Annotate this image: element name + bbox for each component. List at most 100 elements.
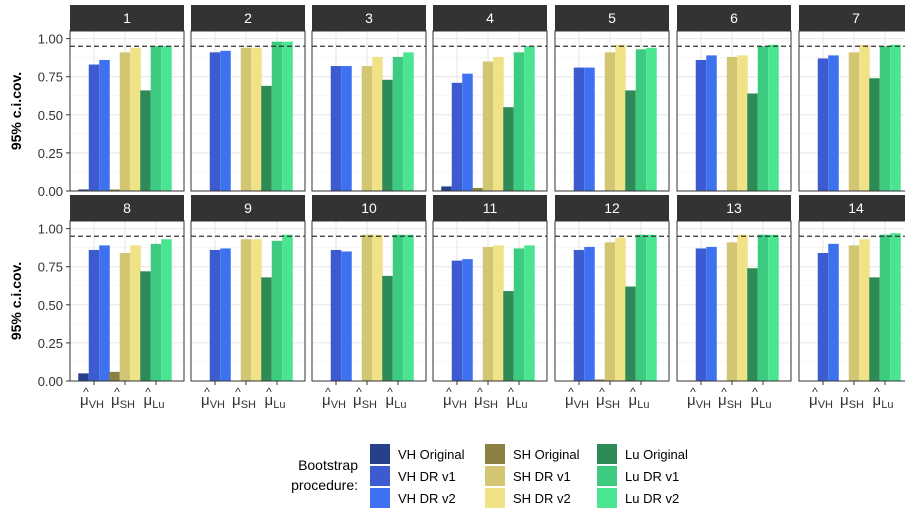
legend-label: Lu DR v1 <box>625 469 679 484</box>
bar-sh-dr-v2 <box>493 245 504 381</box>
bar-vh-dr-v2 <box>220 248 231 381</box>
legend-label: VH Original <box>398 447 465 462</box>
bar-vh-dr-v2 <box>706 246 717 381</box>
hat-accent: ^ <box>508 385 514 399</box>
y-tick-label: 1.00 <box>38 222 63 237</box>
hat-accent: ^ <box>114 385 120 399</box>
bar-vh-dr-v1 <box>573 249 585 381</box>
bar-lu-dr-v1 <box>879 46 891 191</box>
bar-lu-dr-v2 <box>282 234 293 381</box>
bar-lu-dr-v2 <box>403 52 414 192</box>
panel-label: 4 <box>486 10 494 26</box>
hat-accent: ^ <box>235 385 241 399</box>
bar-vh-dr-v2 <box>462 259 473 381</box>
hat-accent: ^ <box>204 385 210 399</box>
legend-label: SH DR v1 <box>513 469 571 484</box>
hat-accent: ^ <box>446 385 452 399</box>
bar-sh-dr-v1 <box>240 47 252 192</box>
bar-sh-dr-v1 <box>482 61 494 191</box>
bar-vh-dr-v2 <box>828 243 839 381</box>
x-tick-label: μLu <box>873 392 894 411</box>
bar-lu-original <box>140 90 151 191</box>
legend-swatch <box>597 488 617 508</box>
hat-accent: ^ <box>325 385 331 399</box>
x-tick-label: μVH <box>687 392 711 411</box>
bar-vh-dr-v2 <box>220 50 231 191</box>
hat-accent: ^ <box>721 385 727 399</box>
bar-sh-dr-v2 <box>615 44 626 191</box>
panel-label: 14 <box>848 200 864 216</box>
bar-sh-dr-v1 <box>848 245 860 381</box>
x-tick-label: μVH <box>80 392 104 411</box>
bar-lu-original <box>869 277 880 381</box>
bar-lu-dr-v1 <box>392 56 404 192</box>
bar-vh-dr-v1 <box>451 260 463 381</box>
y-tick-label: 0.50 <box>38 108 63 123</box>
bar-lu-original <box>747 93 758 191</box>
bar-lu-dr-v2 <box>890 233 901 381</box>
bar-sh-dr-v2 <box>130 245 141 381</box>
y-axis-title: 95% c.i.cov. <box>8 72 24 150</box>
x-tick-label: μVH <box>443 392 467 411</box>
bar-sh-dr-v1 <box>240 239 252 381</box>
y-tick-label: 0.75 <box>38 260 63 275</box>
bar-lu-original <box>382 275 393 381</box>
bar-sh-dr-v1 <box>848 52 860 192</box>
y-tick-label: 0.50 <box>38 298 63 313</box>
bar-sh-dr-v2 <box>372 234 383 381</box>
bar-sh-original <box>109 371 120 381</box>
bar-lu-dr-v1 <box>513 52 525 192</box>
hat-accent: ^ <box>874 385 880 399</box>
bar-vh-dr-v1 <box>695 59 707 192</box>
hat-accent: ^ <box>477 385 483 399</box>
panel-strip <box>799 5 905 31</box>
bar-lu-dr-v2 <box>646 47 657 192</box>
bar-sh-dr-v1 <box>119 253 131 381</box>
panel-border <box>554 220 670 382</box>
y-tick-label: 0.25 <box>38 146 63 161</box>
panel-border <box>798 220 905 382</box>
bar-sh-dr-v1 <box>604 242 616 381</box>
legend-label: Lu DR v2 <box>625 491 679 506</box>
bar-sh-dr-v1 <box>726 242 738 381</box>
bar-lu-dr-v2 <box>403 234 414 381</box>
bar-lu-original <box>503 291 514 381</box>
bar-sh-dr-v2 <box>251 47 262 192</box>
bar-lu-original <box>140 271 151 381</box>
bar-sh-original <box>594 379 605 381</box>
bar-sh-original <box>472 187 483 191</box>
bar-vh-dr-v2 <box>584 67 595 191</box>
panel-border <box>190 220 306 382</box>
legend-swatch <box>597 466 617 486</box>
bar-sh-dr-v2 <box>372 56 383 192</box>
legend-swatch <box>370 444 390 464</box>
bar-lu-dr-v1 <box>635 49 647 192</box>
panel-strip <box>555 5 669 31</box>
bar-lu-dr-v1 <box>392 234 404 381</box>
bar-lu-dr-v1 <box>271 240 283 381</box>
bar-vh-dr-v1 <box>817 253 829 381</box>
panel-strip <box>677 195 791 221</box>
x-tick-label: μSH <box>474 392 498 411</box>
hat-accent: ^ <box>843 385 849 399</box>
x-tick-label: μSH <box>840 392 864 411</box>
bar-sh-dr-v1 <box>361 66 373 191</box>
hat-accent: ^ <box>690 385 696 399</box>
x-tick-label: μLu <box>265 392 286 411</box>
panel-label: 3 <box>365 10 373 26</box>
bar-sh-dr-v1 <box>726 56 738 192</box>
legend-label: VH DR v1 <box>398 469 456 484</box>
panel-strip <box>677 5 791 31</box>
bar-lu-dr-v2 <box>524 245 535 381</box>
bar-vh-dr-v2 <box>706 55 717 191</box>
bar-vh-dr-v2 <box>828 55 839 191</box>
bar-vh-dr-v2 <box>341 66 352 191</box>
bar-lu-dr-v2 <box>890 44 901 191</box>
bar-vh-original <box>441 186 452 191</box>
panel-strip <box>191 195 305 221</box>
panel-strip <box>555 195 669 221</box>
panel-border <box>432 220 548 382</box>
panel-label: 13 <box>726 200 742 216</box>
panel-border <box>69 220 185 382</box>
